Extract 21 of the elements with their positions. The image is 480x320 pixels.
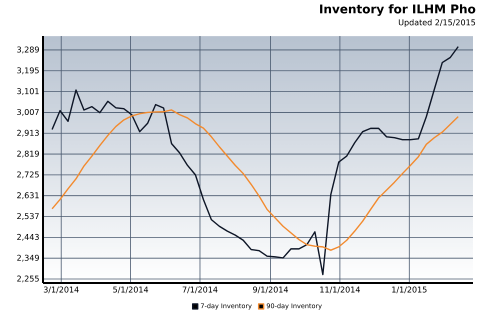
y-tick-label: 2,819 [17, 150, 39, 158]
y-tick-label: 2,725 [17, 171, 39, 178]
y-tick-label: 3,289 [17, 46, 39, 54]
x-tick-label: 9/1/2014 [253, 286, 288, 294]
y-tick-label: 3,101 [17, 88, 39, 96]
y-tick-label: 2,913 [17, 130, 39, 137]
y-tick-label: 2,443 [17, 234, 39, 241]
line-series [51, 46, 459, 276]
y-tick-label: 3,007 [17, 108, 39, 116]
y-tick-label: 2,255 [17, 276, 39, 282]
x-tick-label: 7/1/2014 [182, 286, 218, 294]
chart-title: Inventory for ILHM Pho [320, 4, 476, 16]
y-tick-label: 3,195 [17, 67, 39, 74]
y-tick-label: 2,349 [17, 254, 39, 262]
chart-subtitle: Updated 2/15/2015 [398, 19, 476, 27]
x-tick-label: 11/1/2014 [320, 286, 360, 294]
y-tick-label: 2,537 [17, 213, 39, 220]
x-tick-label: 1/1/2015 [392, 286, 427, 294]
x-tick-label: 3/1/2014 [44, 286, 79, 294]
x-tick-label: 5/1/2014 [113, 286, 148, 294]
y-tick-label: 2,631 [17, 192, 39, 200]
